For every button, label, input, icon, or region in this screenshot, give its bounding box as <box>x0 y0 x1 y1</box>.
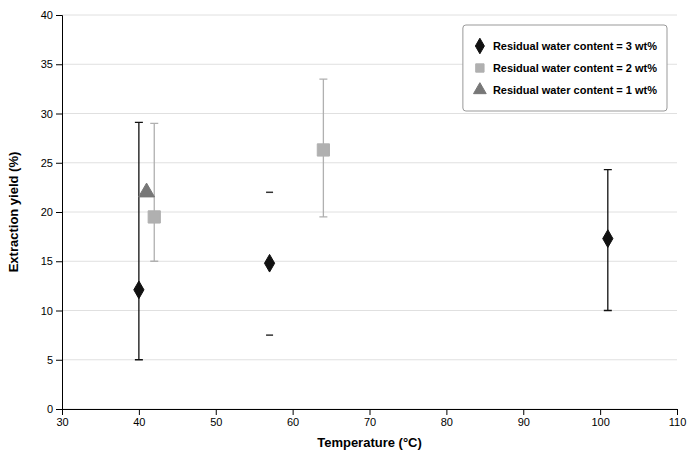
tick: 5 <box>47 354 62 366</box>
chart: 30 40 50 60 70 80 90 100 110 0 5 10 15 20 25 30 35 40 Temp… <box>0 0 697 459</box>
tick-mark <box>677 409 678 415</box>
tick: 110 <box>669 409 687 428</box>
tick-mark <box>56 409 62 410</box>
grid-line <box>62 113 677 114</box>
point <box>134 281 144 299</box>
tick-mark <box>56 212 62 213</box>
legend-symbol <box>474 83 487 94</box>
tick-mark <box>600 409 601 415</box>
tick: 60 <box>287 409 299 428</box>
point <box>139 183 155 197</box>
legend-label: Residual water content = 2 wt% <box>493 62 657 74</box>
tick-mark <box>56 64 62 65</box>
tick-mark <box>56 311 62 312</box>
grid-line <box>62 15 677 16</box>
grid <box>62 15 677 409</box>
tick-label: 40 <box>41 9 53 21</box>
axis-domain <box>56 16 63 410</box>
tick-label: 15 <box>41 255 53 267</box>
tick-mark <box>56 15 62 16</box>
tick-label: 30 <box>41 108 53 120</box>
x-axis: 30 40 50 60 70 80 90 100 110 <box>56 409 686 428</box>
tick-label: 110 <box>669 416 687 428</box>
tick-mark <box>56 360 62 361</box>
legend-symbol <box>475 38 484 54</box>
tick-label: 60 <box>287 416 299 428</box>
tick-mark <box>523 409 524 415</box>
tick-label: 30 <box>56 416 68 428</box>
series <box>139 183 155 197</box>
tick-mark <box>139 409 140 415</box>
tick-mark <box>56 261 62 262</box>
tick: 50 <box>210 409 222 428</box>
tick: 35 <box>41 58 62 70</box>
tick: 25 <box>41 157 62 169</box>
tick-mark <box>370 409 371 415</box>
tick-label: 20 <box>41 206 53 218</box>
tick-mark <box>446 409 447 415</box>
tick: 20 <box>41 206 62 218</box>
tick-mark <box>56 114 62 115</box>
x-axis-title: Temperature (°C) <box>317 435 422 450</box>
y-axis: 0 5 10 15 20 25 30 35 40 <box>41 9 63 415</box>
tick: 0 <box>47 403 62 415</box>
tick-label: 100 <box>591 416 609 428</box>
tick-label: 80 <box>441 416 453 428</box>
tick-label: 90 <box>518 416 530 428</box>
standalone-tick <box>266 192 273 194</box>
tick-label: 50 <box>210 416 222 428</box>
tick: 90 <box>518 409 530 428</box>
point <box>317 144 329 156</box>
tick-label: 35 <box>41 58 53 70</box>
grid-line <box>62 359 677 360</box>
legend-label: Residual water content = 3 wt% <box>493 40 657 52</box>
point <box>264 254 274 272</box>
legend-label: Residual water content = 1 wt% <box>493 84 657 96</box>
error-bar <box>135 122 143 359</box>
point <box>603 230 613 248</box>
tick-mark <box>293 409 294 415</box>
series <box>134 122 613 359</box>
tick: 15 <box>41 255 62 267</box>
tick-label: 70 <box>364 416 376 428</box>
point <box>148 211 160 223</box>
tick-label: 5 <box>47 354 53 366</box>
tick: 40 <box>133 409 145 428</box>
series <box>148 79 329 261</box>
grid-line <box>62 310 677 311</box>
tick: 30 <box>41 108 62 120</box>
axis-domain <box>63 410 678 416</box>
tick-label: 25 <box>41 157 53 169</box>
tick: 40 <box>41 9 62 21</box>
tick-mark <box>56 163 62 164</box>
tick-label: 40 <box>133 416 145 428</box>
tick-mark <box>216 409 217 415</box>
tick: 70 <box>364 409 376 428</box>
plot-area <box>134 79 613 360</box>
tick: 100 <box>591 409 609 428</box>
legend: Residual water content = 3 wt% Residual w… <box>463 25 667 111</box>
legend-box <box>463 25 667 111</box>
tick-label: 10 <box>41 305 53 317</box>
legend-symbol <box>476 64 484 72</box>
tick: 10 <box>41 305 62 317</box>
tick-label: 0 <box>47 403 53 415</box>
y-axis-title: Extraction yield (%) <box>6 152 21 273</box>
tick: 80 <box>441 409 453 428</box>
tick: 30 <box>56 409 68 428</box>
standalone-tick <box>266 334 273 336</box>
